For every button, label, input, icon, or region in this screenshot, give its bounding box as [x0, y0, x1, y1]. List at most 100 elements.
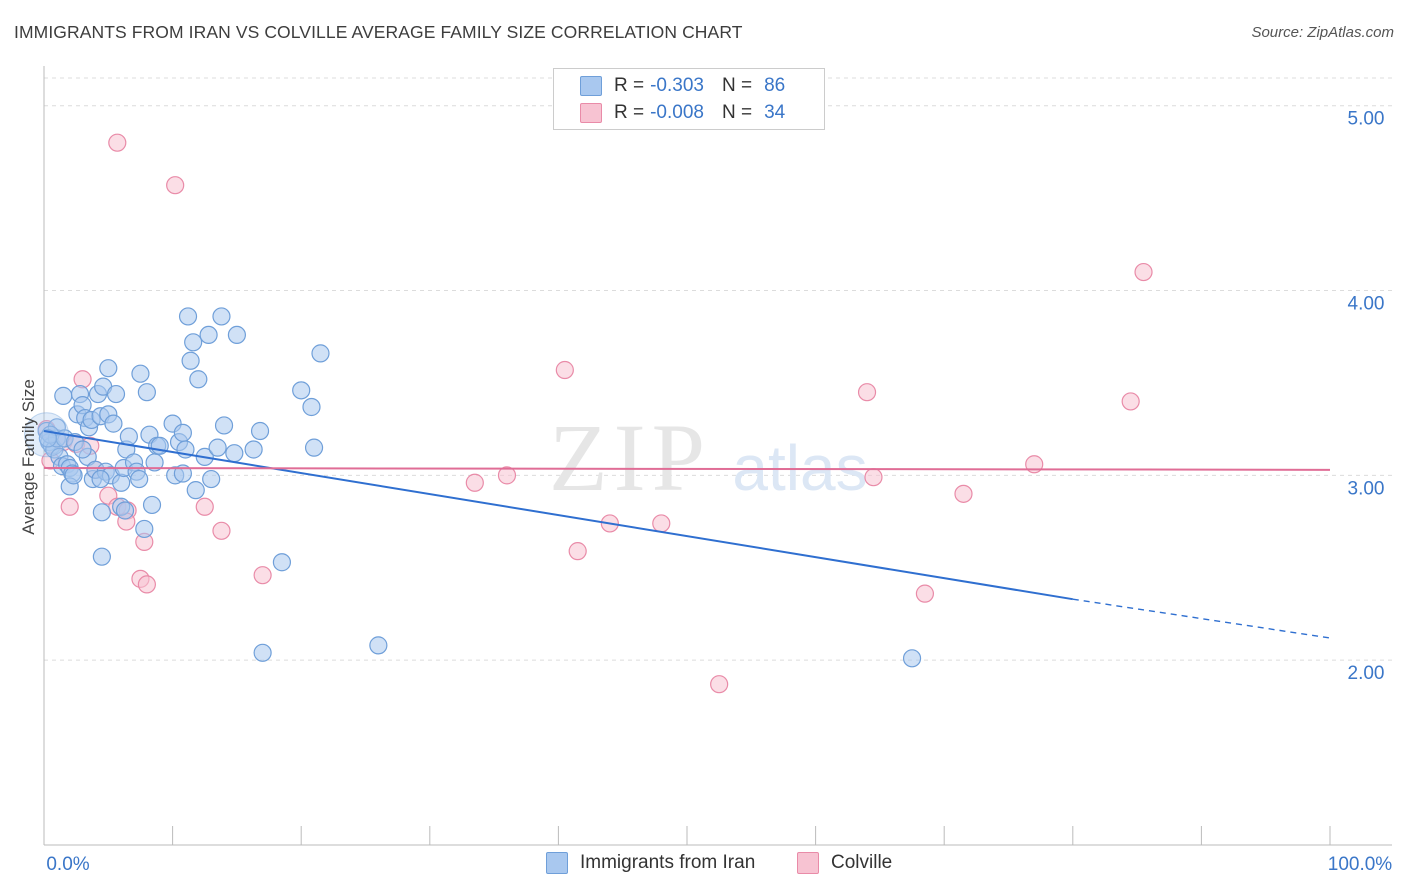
series-name-iran: Immigrants from Iran — [580, 852, 756, 873]
colville-point — [1121, 392, 1140, 411]
x-tick-label-min: 0.0% — [46, 854, 89, 875]
legend-r-label: R = — [614, 102, 645, 123]
iran-point — [208, 438, 227, 457]
iran-trend-extension — [1072, 598, 1331, 639]
colville-point — [1134, 262, 1153, 282]
iran-point — [902, 649, 922, 668]
colville-point — [195, 497, 214, 516]
colville-point — [253, 566, 272, 585]
grid-lines — [44, 77, 1392, 661]
series-legend: Immigrants from Iran Colville — [0, 852, 1406, 878]
iran-point — [244, 440, 263, 459]
chart-title: IMMIGRANTS FROM IRAN VS COLVILLE AVERAGE… — [14, 22, 743, 42]
iran-point — [130, 469, 149, 489]
y-tick-label: 5.00 — [1348, 109, 1385, 130]
colville-point — [108, 133, 127, 152]
iran-point — [106, 384, 126, 404]
colville-point — [555, 360, 574, 380]
iran-point — [202, 469, 221, 489]
iran-point — [91, 469, 110, 489]
iran-point — [369, 636, 388, 655]
y-tick-label: 4.00 — [1348, 294, 1385, 315]
axes — [43, 66, 1392, 846]
colville-point — [465, 473, 484, 492]
iran-point — [92, 503, 111, 522]
iran-point — [112, 473, 131, 492]
iran-point — [38, 429, 57, 448]
iran-point — [292, 381, 311, 400]
correlation-legend: R = -0.303 N = 86 R = -0.008 N = 34 — [553, 68, 825, 130]
iran-point — [250, 421, 270, 441]
colville-point — [652, 514, 671, 533]
watermark: ZIP atlas — [549, 404, 868, 511]
legend-r-label: R = — [614, 75, 645, 96]
iran-point — [173, 423, 192, 442]
iran-point — [92, 547, 111, 566]
colville-point — [857, 383, 877, 402]
iran-point — [181, 351, 200, 370]
legend-row-colville: R = -0.008 N = 34 — [580, 101, 785, 125]
iran-point — [184, 333, 203, 352]
y-axis-label: Average Family Size — [19, 379, 38, 535]
legend-n-value-colville: 34 — [764, 102, 786, 123]
y-tick-label: 2.00 — [1348, 663, 1385, 684]
iran-point — [199, 325, 218, 344]
trend-lines — [43, 430, 1331, 639]
series-swatch-iran — [546, 852, 568, 874]
colville-point — [497, 466, 517, 485]
colville-point — [864, 468, 883, 487]
watermark-zip: ZIP — [549, 404, 711, 511]
iran-point — [99, 359, 118, 378]
series-legend-iran[interactable]: Immigrants from Iran — [546, 852, 755, 874]
iran-point — [135, 519, 154, 539]
iran-point — [115, 501, 135, 520]
legend-n-value-iran: 86 — [764, 75, 786, 96]
colville-trend-line — [43, 466, 1331, 471]
colville-point — [915, 584, 935, 603]
legend-row-iran: R = -0.303 N = 86 — [580, 74, 785, 98]
colville-point — [60, 497, 79, 516]
x-tick-label-max: 100.0% — [1328, 854, 1393, 875]
ticks: 5.00 4.00 3.00 2.00 — [1348, 109, 1385, 684]
colville-point — [568, 542, 587, 561]
iran-point — [212, 307, 231, 326]
iran-point — [189, 370, 208, 389]
legend-r-value-iran: -0.303 — [650, 75, 704, 96]
legend-swatch-colville — [580, 103, 602, 123]
colville-point — [73, 370, 92, 389]
colville-point — [166, 176, 185, 195]
iran-point — [104, 414, 123, 433]
iran-point — [225, 444, 244, 463]
series-legend-colville[interactable]: Colville — [797, 852, 892, 874]
iran-point — [272, 553, 292, 572]
colville-point — [710, 675, 729, 694]
source-credit: Source: ZipAtlas.com — [1251, 24, 1394, 41]
colville-point — [954, 484, 973, 503]
iran-point — [178, 307, 198, 326]
iran-point — [186, 481, 205, 500]
iran-point — [302, 397, 321, 417]
iran-point — [64, 466, 83, 485]
iran-point — [131, 364, 150, 383]
iran-point — [227, 325, 246, 344]
y-tick-label: 3.00 — [1348, 478, 1385, 499]
series-swatch-colville — [797, 852, 819, 874]
iran-point — [142, 495, 162, 515]
colville-point — [212, 521, 231, 540]
iran-point — [214, 416, 234, 435]
iran-point — [304, 438, 324, 457]
iran-point — [137, 383, 156, 402]
iran-trend-line — [43, 430, 1073, 601]
legend-r-value-colville: -0.008 — [650, 102, 704, 123]
iran-point — [73, 440, 92, 459]
iran-point — [54, 386, 73, 405]
legend-n-label: N = — [721, 75, 753, 96]
iran-point — [173, 464, 192, 483]
iran-point — [311, 344, 330, 363]
iran-point — [119, 427, 138, 446]
legend-n-label: N = — [721, 102, 753, 123]
series-name-colville: Colville — [831, 852, 893, 873]
legend-swatch-iran — [580, 76, 602, 96]
colville-point — [137, 575, 156, 594]
